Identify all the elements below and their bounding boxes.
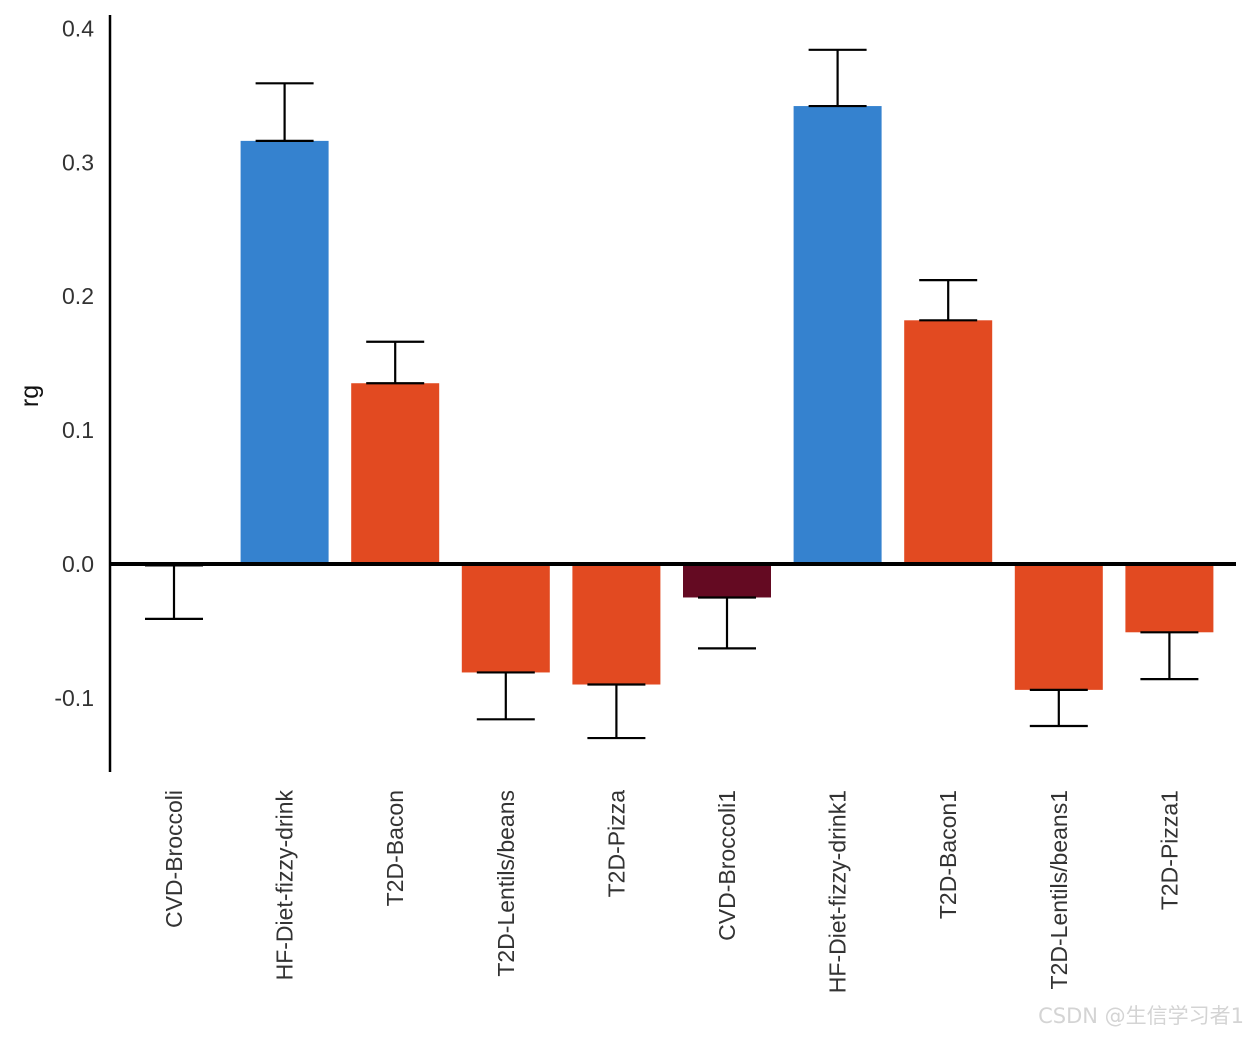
x-tick-label: T2D-Pizza [603, 790, 629, 898]
x-tick-label: T2D-Lentils/beans [493, 790, 519, 977]
y-tick-label: -0.1 [54, 685, 94, 711]
y-tick-label: 0.4 [62, 15, 94, 41]
x-tick-label: CVD-Broccoli [161, 790, 187, 928]
x-tick-label: T2D-Bacon1 [935, 790, 961, 919]
error-bar [808, 48, 867, 108]
error-bars-group [145, 48, 1199, 740]
y-axis-title: rg [16, 385, 44, 407]
axes-group [108, 15, 1236, 772]
error-bar [1140, 631, 1199, 681]
watermark: CSDN @生信学习者1 [1038, 1004, 1244, 1028]
bar [904, 320, 993, 564]
y-tick-labels: 0.4 0.3 0.2 0.1 0.0 -0.1 [54, 15, 94, 711]
x-tick-label: CVD-Broccoli1 [714, 790, 740, 941]
bar [351, 383, 440, 564]
y-tick-label: 0.1 [62, 417, 94, 443]
x-tick-label: HF-Diet-fizzy-drink [272, 790, 298, 981]
bar [1014, 564, 1103, 690]
bar [461, 564, 550, 673]
bar [793, 106, 882, 564]
x-tick-label: HF-Diet-fizzy-drink1 [825, 790, 851, 993]
error-bar [587, 683, 646, 740]
x-tick-labels: CVD-Broccoli HF-Diet-fizzy-drink T2D-Bacon… [161, 790, 1182, 994]
x-tick-label: T2D-Bacon [382, 790, 408, 906]
error-bar [366, 340, 425, 385]
bars-group [130, 106, 1214, 690]
y-tick-label: 0.2 [62, 283, 94, 309]
y-tick-label: 0.3 [62, 149, 94, 175]
error-bar [255, 82, 314, 142]
bar [683, 564, 771, 598]
bar [240, 140, 329, 564]
y-tick-label: 0.0 [62, 551, 94, 577]
x-tick-label: T2D-Lentils/beans1 [1046, 790, 1072, 989]
error-bar [919, 279, 978, 322]
error-bar [145, 564, 203, 620]
error-bar [698, 596, 756, 650]
error-bar [1029, 688, 1088, 728]
bar [1125, 564, 1214, 633]
error-bar [476, 671, 535, 721]
bar [572, 564, 661, 685]
x-tick-label: T2D-Pizza1 [1156, 790, 1182, 910]
